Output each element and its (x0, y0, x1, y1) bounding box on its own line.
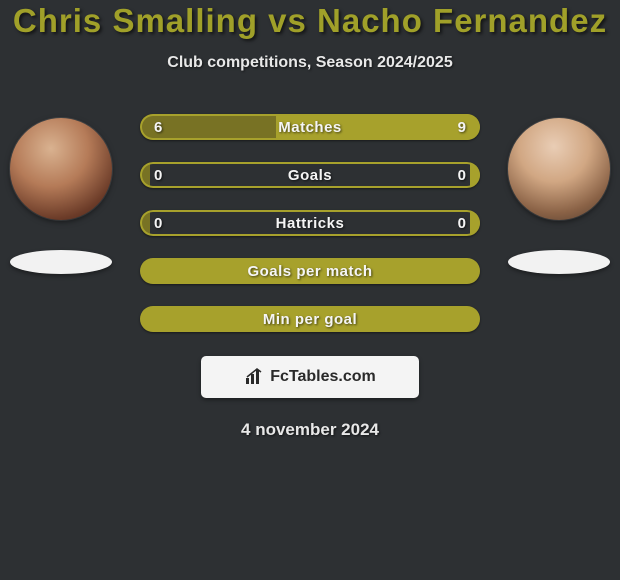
player-left-avatar (10, 118, 112, 220)
player-right-club-logo (508, 250, 610, 274)
subtitle: Club competitions, Season 2024/2025 (0, 54, 620, 72)
player-left-club-logo (10, 250, 112, 274)
player-left-col (10, 112, 112, 274)
player-right-col (508, 112, 610, 274)
stat-label: Matches (140, 114, 480, 140)
brand-box: FcTables.com (201, 356, 419, 398)
stat-bar: 00Goals (140, 162, 480, 188)
stat-label: Hattricks (140, 210, 480, 236)
stat-bar: Min per goal (140, 306, 480, 332)
player-right-avatar (508, 118, 610, 220)
stat-label: Goals (140, 162, 480, 188)
stat-bar: 69Matches (140, 114, 480, 140)
stat-bar: Goals per match (140, 258, 480, 284)
comparison-card: Chris Smalling vs Nacho Fernandez Club c… (0, 0, 620, 440)
stat-bar: 00Hattricks (140, 210, 480, 236)
stat-label: Goals per match (140, 258, 480, 284)
brand-text: FcTables.com (270, 368, 376, 386)
stats-bars: 69Matches 00Goals 00Hattricks Goals per mat… (140, 112, 480, 332)
stat-label: Min per goal (140, 306, 480, 332)
page-title: Chris Smalling vs Nacho Fernandez (0, 2, 620, 40)
main-row: 69Matches 00Goals 00Hattricks Goals per mat… (0, 112, 620, 332)
date-text: 4 november 2024 (0, 420, 620, 440)
chart-icon (244, 368, 264, 386)
